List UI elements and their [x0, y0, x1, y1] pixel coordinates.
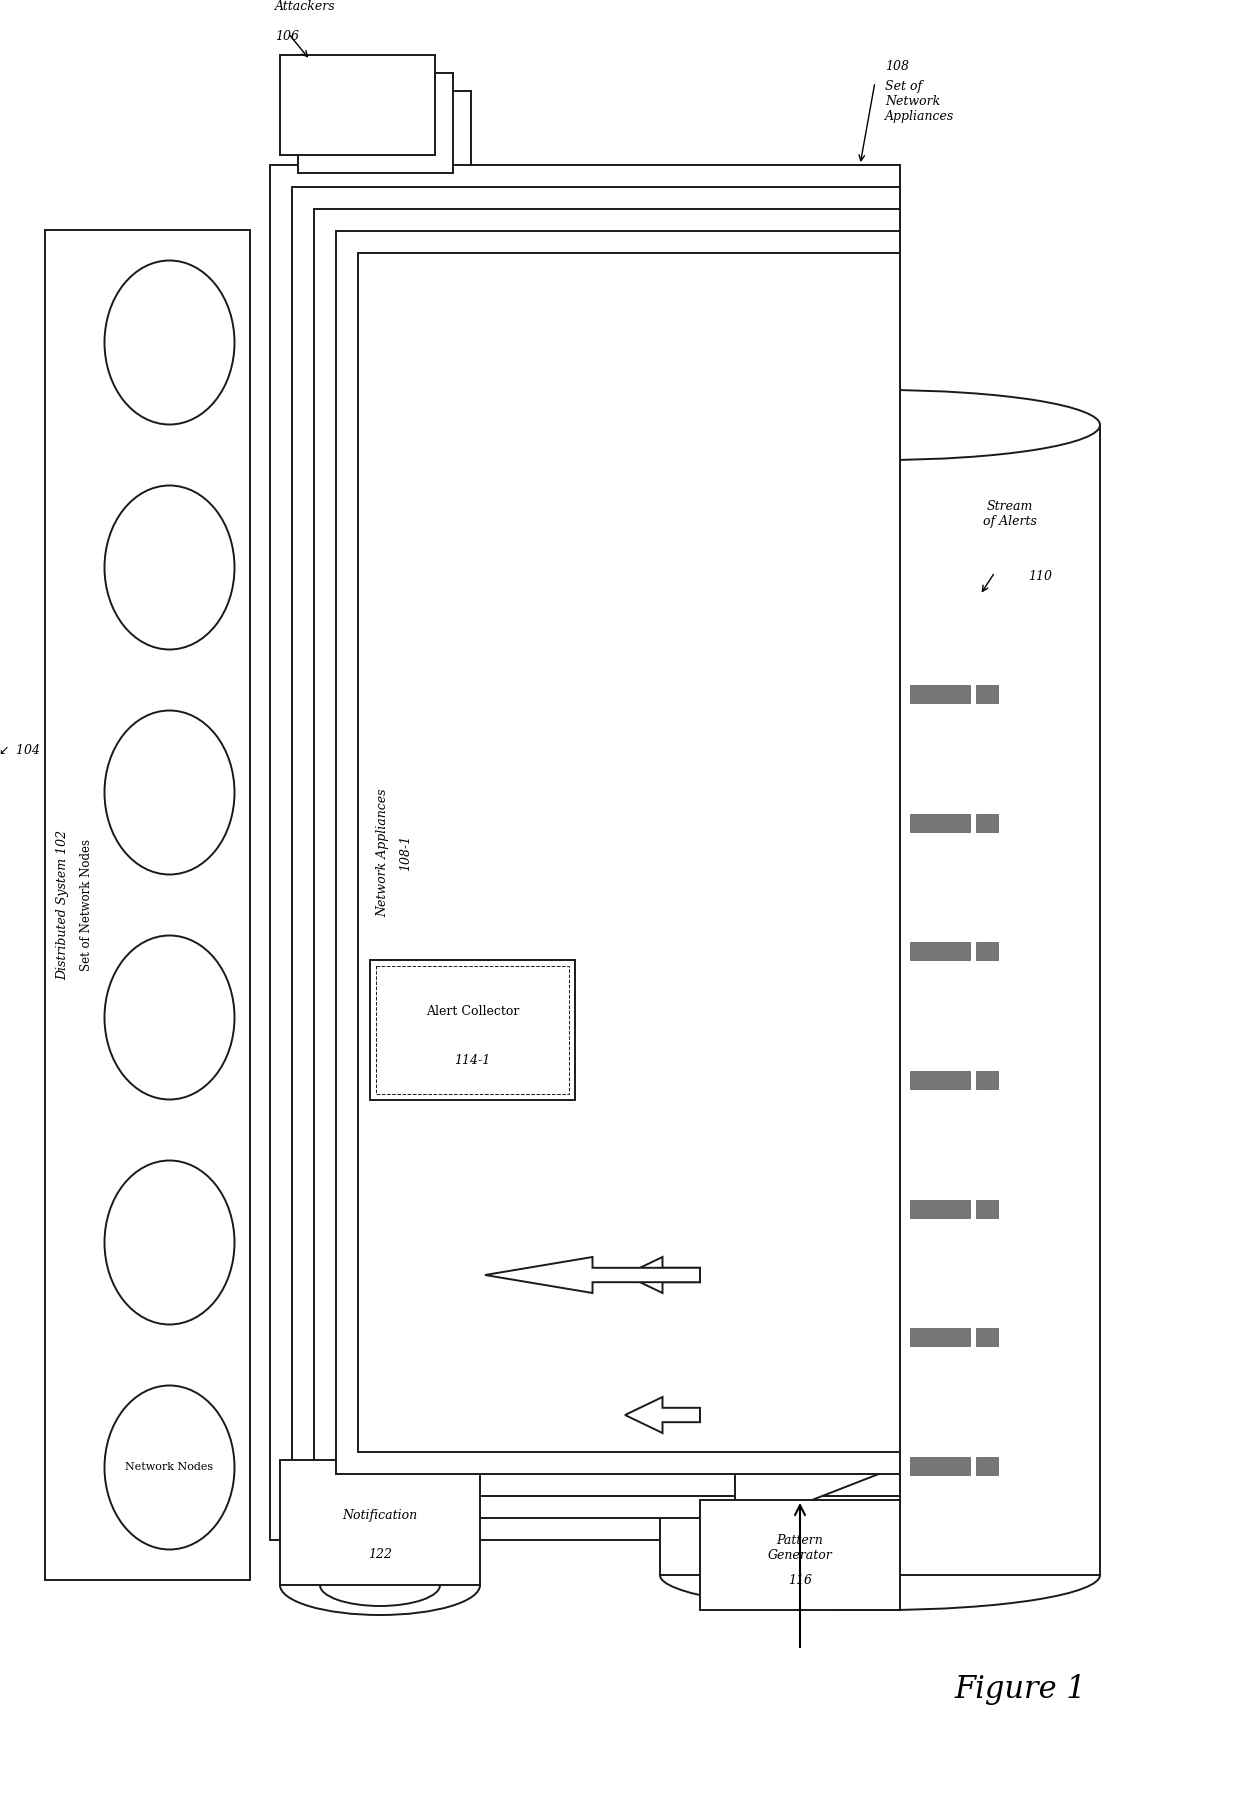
- Text: $\swarrow$ 104: $\swarrow$ 104: [0, 744, 40, 756]
- Ellipse shape: [104, 936, 234, 1099]
- Bar: [910, 686, 970, 704]
- Text: Network Appliances: Network Appliances: [377, 788, 389, 916]
- Text: Pattern
Generator: Pattern Generator: [768, 1534, 832, 1563]
- Bar: [370, 961, 575, 1099]
- Text: Attackers: Attackers: [275, 0, 336, 13]
- Text: 108-1: 108-1: [399, 835, 413, 871]
- Text: Alert Collector: Alert Collector: [425, 1006, 520, 1018]
- Ellipse shape: [660, 390, 1100, 460]
- Bar: [291, 187, 900, 1518]
- Text: Stream
of Alerts: Stream of Alerts: [983, 499, 1037, 528]
- Text: Set of
Network
Appliances: Set of Network Appliances: [885, 81, 955, 122]
- Bar: [358, 253, 900, 1451]
- Bar: [976, 943, 998, 961]
- Polygon shape: [735, 1401, 900, 1530]
- Text: 120: 120: [787, 1293, 812, 1306]
- Polygon shape: [625, 1397, 701, 1433]
- Bar: [910, 1200, 970, 1218]
- Text: Cluster
Generator: Cluster Generator: [768, 1394, 832, 1422]
- Bar: [976, 1200, 998, 1218]
- Text: 106: 106: [275, 31, 299, 43]
- Text: Network Nodes: Network Nodes: [125, 1462, 213, 1473]
- Bar: [976, 1329, 998, 1347]
- Bar: [701, 1500, 900, 1609]
- Bar: [45, 230, 250, 1580]
- Polygon shape: [625, 1257, 701, 1293]
- Bar: [376, 966, 569, 1094]
- Text: 112: 112: [698, 988, 712, 1011]
- Ellipse shape: [104, 1385, 234, 1550]
- Bar: [976, 1070, 998, 1088]
- Bar: [280, 56, 435, 154]
- Text: Notification: Notification: [342, 1509, 418, 1521]
- Bar: [316, 92, 471, 190]
- Bar: [336, 232, 900, 1475]
- Text: 122: 122: [368, 1548, 392, 1561]
- Bar: [976, 686, 998, 704]
- Bar: [910, 1457, 970, 1475]
- Polygon shape: [735, 758, 900, 887]
- Bar: [270, 165, 900, 1539]
- Bar: [910, 943, 970, 961]
- Ellipse shape: [104, 711, 234, 875]
- Text: Distributed System 102: Distributed System 102: [57, 830, 69, 981]
- Polygon shape: [735, 630, 900, 758]
- Ellipse shape: [104, 1160, 234, 1324]
- Polygon shape: [735, 1144, 900, 1273]
- Bar: [660, 426, 1100, 1575]
- Text: 110: 110: [1028, 569, 1052, 584]
- Bar: [701, 1360, 900, 1469]
- Polygon shape: [735, 1017, 900, 1144]
- Text: 116: 116: [787, 1573, 812, 1586]
- Bar: [976, 1457, 998, 1475]
- Bar: [280, 1460, 480, 1586]
- Polygon shape: [735, 887, 900, 1017]
- Bar: [314, 208, 900, 1496]
- Polygon shape: [735, 1273, 900, 1401]
- Text: Data Store: Data Store: [676, 966, 688, 1034]
- Text: 118: 118: [787, 1433, 812, 1446]
- Text: Set of Network Nodes: Set of Network Nodes: [81, 839, 93, 972]
- Bar: [976, 814, 998, 832]
- Text: Figure 1: Figure 1: [954, 1674, 1086, 1706]
- Ellipse shape: [104, 485, 234, 650]
- Bar: [701, 1219, 900, 1331]
- Ellipse shape: [104, 260, 234, 424]
- Text: Incident
Generator: Incident Generator: [768, 1254, 832, 1282]
- Text: 114-1: 114-1: [454, 1054, 491, 1067]
- Text: 108: 108: [885, 59, 909, 74]
- Bar: [910, 1070, 970, 1088]
- Bar: [298, 74, 453, 172]
- Polygon shape: [485, 1257, 701, 1293]
- Bar: [910, 814, 970, 832]
- Bar: [910, 1329, 970, 1347]
